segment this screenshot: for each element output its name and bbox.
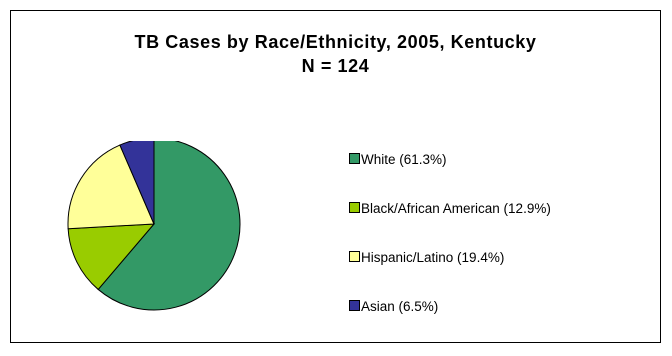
chart-subtitle: N = 124: [301, 56, 370, 76]
legend-label-black-african-american: Black/African American (12.9%): [361, 200, 551, 216]
legend-item-black-african-american: Black/African American (12.9%): [349, 200, 551, 216]
pie-chart: [67, 141, 241, 311]
pie-slice-asian: [119, 141, 155, 225]
chart-area: TB Cases by Race/Ethnicity, 2005, Kentuc…: [10, 10, 661, 343]
legend-item-hispanic-latino: Hispanic/Latino (19.4%): [349, 249, 551, 265]
legend-label-hispanic-latino: Hispanic/Latino (19.4%): [361, 249, 505, 265]
legend-label-asian: Asian (6.5%): [361, 298, 439, 314]
legend-swatch-black-african-american: [349, 201, 360, 213]
pie-slice-hispanic-latino: [67, 144, 155, 230]
legend-swatch-white: [349, 152, 360, 164]
legend: White (61.3%) Black/African American (12…: [349, 151, 551, 347]
legend-item-white: White (61.3%): [349, 151, 551, 167]
chart-title: TB Cases by Race/Ethnicity, 2005, Kentuc…: [134, 32, 537, 52]
legend-label-white: White (61.3%): [361, 151, 447, 167]
pie-slice-white: [97, 141, 241, 311]
pie-slice-black-african-american: [67, 223, 156, 291]
legend-item-asian: Asian (6.5%): [349, 298, 551, 314]
legend-swatch-hispanic-latino: [349, 250, 360, 262]
legend-swatch-asian: [349, 299, 360, 311]
